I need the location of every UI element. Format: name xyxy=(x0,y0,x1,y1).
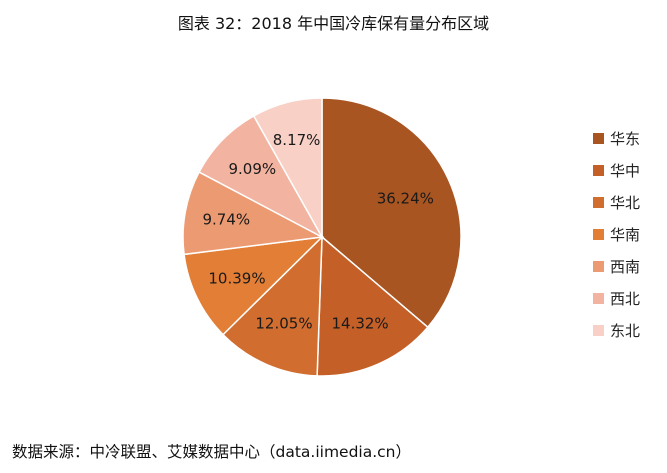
legend-swatch xyxy=(593,132,604,144)
legend-item-华南: 华南 xyxy=(593,224,640,244)
legend-label: 东北 xyxy=(610,321,641,340)
slice-label-华中: 14.32% xyxy=(331,315,388,333)
legend-swatch xyxy=(593,292,604,304)
legend-label: 华东 xyxy=(610,129,641,148)
legend-label: 西南 xyxy=(610,257,641,276)
legend-label: 华北 xyxy=(610,193,641,212)
source-note: 数据来源：中冷联盟、艾媒数据中心（data.iimedia.cn） xyxy=(12,443,412,461)
legend-label: 华中 xyxy=(610,161,641,180)
pie-slice-西南 xyxy=(182,171,325,256)
slice-label-西南: 9.74% xyxy=(202,211,250,229)
legend: 华东华中华北华南西南西北东北 xyxy=(593,128,640,340)
slice-label-华南: 10.39% xyxy=(208,269,265,287)
legend-item-华中: 华中 xyxy=(593,160,640,180)
legend-item-东北: 东北 xyxy=(593,320,640,340)
slice-label-华东: 36.24% xyxy=(377,190,434,208)
legend-label: 华南 xyxy=(610,225,641,244)
pie-slice-西北 xyxy=(198,114,324,239)
legend-swatch xyxy=(593,260,604,272)
chart-title: 图表 32：2018 年中国冷库保有量分布区域 xyxy=(177,14,490,33)
pie-slice-华中 xyxy=(316,235,429,377)
legend-item-西南: 西南 xyxy=(593,256,640,276)
legend-label: 西北 xyxy=(610,289,641,308)
legend-item-华东: 华东 xyxy=(593,128,640,148)
slice-label-东北: 8.17% xyxy=(273,131,321,149)
legend-swatch xyxy=(593,228,604,240)
legend-item-华北: 华北 xyxy=(593,192,640,212)
slice-label-华北: 12.05% xyxy=(255,315,312,333)
legend-item-西北: 西北 xyxy=(593,288,640,308)
legend-swatch xyxy=(593,164,604,176)
pie-slice-华东 xyxy=(321,97,462,329)
slice-label-西北: 9.09% xyxy=(228,160,276,178)
legend-swatch xyxy=(593,196,604,208)
pie-slice-华南 xyxy=(183,235,325,336)
pie-slice-东北 xyxy=(252,97,323,240)
pie-slice-华北 xyxy=(221,235,323,377)
legend-swatch xyxy=(593,324,604,336)
